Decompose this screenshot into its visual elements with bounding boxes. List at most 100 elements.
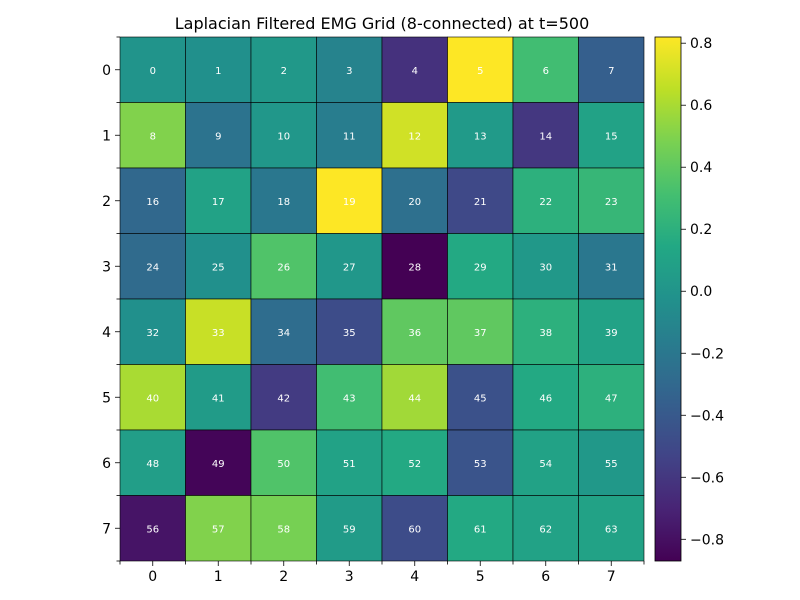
cell-label: 23 [605, 197, 618, 208]
heatmap-cell [119, 36, 186, 103]
heatmap-cell [578, 364, 645, 431]
cell-label: 37 [474, 328, 487, 339]
cell-label: 24 [146, 262, 159, 273]
cell-label: 47 [605, 393, 618, 404]
cell-label: 22 [539, 197, 552, 208]
cell-label: 63 [605, 524, 618, 535]
heatmap-cell [250, 233, 317, 300]
cell-label: 40 [146, 393, 159, 404]
heatmap-cell [447, 167, 514, 234]
chart-title: Laplacian Filtered EMG Grid (8-connected… [175, 14, 590, 33]
cell-label: 30 [539, 262, 552, 273]
cell-label: 4 [412, 66, 418, 77]
x-tick-label: 5 [476, 569, 485, 585]
heatmap-cell [119, 167, 186, 234]
cell-label: 15 [605, 131, 618, 142]
cell-label: 19 [343, 197, 356, 208]
heatmap-cell [381, 429, 448, 496]
heatmap-cell [512, 233, 579, 300]
heatmap-cell [381, 233, 448, 300]
colorbar-tick-label: 0.8 [690, 36, 712, 52]
cell-label: 38 [539, 328, 552, 339]
cell-label: 43 [343, 393, 356, 404]
colorbar-tick-label: −0.4 [690, 408, 724, 424]
cell-label: 33 [212, 328, 225, 339]
heatmap-cell [578, 102, 645, 169]
heatmap-cell [185, 102, 252, 169]
colorbar-tick-label: 0.0 [690, 284, 712, 300]
heatmap-cell [250, 364, 317, 431]
heatmap-cell [316, 102, 383, 169]
y-tick-label: 1 [102, 128, 111, 144]
heatmap-cell [578, 495, 645, 562]
heatmap-cell [185, 429, 252, 496]
cell-label: 5 [477, 66, 483, 77]
cell-label: 12 [408, 131, 421, 142]
heatmap-cell [447, 429, 514, 496]
cell-label: 7 [608, 66, 614, 77]
y-tick-label: 2 [102, 194, 111, 210]
colorbar-tick-label: −0.8 [690, 532, 724, 548]
heatmap-cell [316, 167, 383, 234]
cell-label: 55 [605, 459, 618, 470]
heatmap-cell [185, 36, 252, 103]
colorbar-tick-label: 0.4 [690, 160, 712, 176]
cell-label: 49 [212, 459, 225, 470]
cell-label: 20 [408, 197, 421, 208]
heatmap-cell [447, 495, 514, 562]
cell-label: 21 [474, 197, 487, 208]
heatmap-cell [447, 102, 514, 169]
heatmap-cell [512, 167, 579, 234]
cell-label: 62 [539, 524, 552, 535]
heatmap-cell [119, 429, 186, 496]
heatmap-cell [512, 298, 579, 365]
cell-label: 14 [539, 131, 552, 142]
heatmap-cell [381, 495, 448, 562]
heatmap-cell [381, 36, 448, 103]
heatmap-cell [512, 102, 579, 169]
cell-label: 25 [212, 262, 225, 273]
heatmap-cell [250, 167, 317, 234]
cell-label: 42 [277, 393, 290, 404]
cell-label: 16 [146, 197, 159, 208]
cell-label: 46 [539, 393, 552, 404]
cell-label: 50 [277, 459, 290, 470]
heatmap-cell [316, 298, 383, 365]
cell-label: 59 [343, 524, 356, 535]
colorbar-fill [654, 36, 682, 562]
x-tick-label: 7 [607, 569, 616, 585]
x-tick-label: 3 [345, 569, 354, 585]
heatmap-cell [578, 167, 645, 234]
cell-label: 54 [539, 459, 552, 470]
cell-label: 17 [212, 197, 225, 208]
heatmap-cell [381, 298, 448, 365]
cell-label: 8 [150, 131, 156, 142]
heatmap-cell [185, 167, 252, 234]
y-tick-label: 7 [102, 521, 111, 537]
heatmap-cell [381, 102, 448, 169]
cell-label: 28 [408, 262, 421, 273]
cell-label: 52 [408, 459, 421, 470]
cell-label: 48 [146, 459, 159, 470]
heatmap-cell [512, 364, 579, 431]
cell-label: 35 [343, 328, 356, 339]
cell-label: 51 [343, 459, 356, 470]
cell-label: 44 [408, 393, 421, 404]
heatmap-cell [578, 429, 645, 496]
cell-label: 61 [474, 524, 487, 535]
cell-label: 34 [277, 328, 290, 339]
heatmap-cell [447, 364, 514, 431]
colorbar-tick-label: −0.6 [690, 470, 724, 486]
heatmap-cell [578, 36, 645, 103]
cell-label: 60 [408, 524, 421, 535]
heatmap-cell [381, 364, 448, 431]
x-tick-label: 4 [410, 569, 419, 585]
y-tick-label: 3 [102, 259, 111, 275]
cell-label: 0 [150, 66, 156, 77]
colorbar-tick-label: 0.2 [690, 222, 712, 238]
heatmap-cell [578, 298, 645, 365]
cell-label: 32 [146, 328, 159, 339]
y-tick-label: 6 [102, 456, 111, 472]
